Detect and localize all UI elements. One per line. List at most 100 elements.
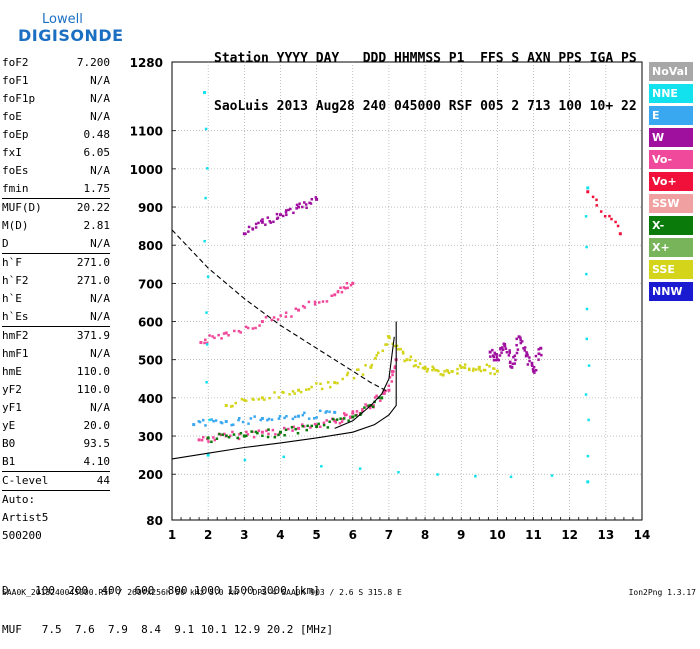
param-separator (2, 326, 110, 327)
echo-point (283, 416, 286, 420)
param-row: yE 20.0 (2, 417, 110, 435)
echo-point (277, 433, 280, 437)
echo-point (291, 390, 295, 393)
echo-point (297, 205, 301, 209)
param-row: h`E N/A (2, 290, 110, 308)
param-key: foE (2, 110, 22, 123)
param-key: hmF2 (2, 329, 29, 342)
echo-point (346, 371, 350, 375)
echo-point (325, 300, 329, 303)
x-tick-label: 6 (349, 528, 357, 542)
echo-point (206, 275, 210, 278)
echo-point (375, 354, 378, 357)
echo-point (204, 127, 208, 131)
echo-point (514, 358, 517, 362)
echo-point (284, 428, 288, 432)
echo-point (277, 417, 281, 420)
param-row: foF1 N/A (2, 72, 110, 90)
echo-point (257, 429, 261, 432)
echo-point (366, 404, 369, 408)
echo-point (284, 210, 288, 214)
param-key: foF1p (2, 92, 36, 105)
param-value: 44 (96, 474, 110, 487)
param-row: foEp 0.48 (2, 126, 110, 144)
echo-point (260, 320, 264, 324)
echo-point (242, 434, 246, 438)
legend-item: NNE (649, 84, 693, 103)
echo-point (339, 417, 342, 420)
echo-point (279, 314, 282, 317)
echo-point (367, 404, 370, 407)
x-tick-label: 11 (525, 528, 542, 542)
x-tick-label: 7 (385, 528, 393, 542)
echo-point (258, 324, 261, 327)
param-key: h`Es (2, 310, 29, 323)
x-tick-label: 2 (204, 528, 212, 542)
echo-point (499, 346, 502, 350)
echo-point (526, 363, 530, 366)
echo-point (219, 433, 223, 437)
param-value: 4.10 (83, 455, 111, 468)
echo-point (307, 300, 311, 304)
echo-point (281, 214, 285, 218)
param-row: fmin 1.75 (2, 180, 110, 198)
echo-point (294, 415, 297, 419)
echo-point (238, 433, 241, 436)
echo-point (495, 369, 499, 373)
legend-item: W (649, 128, 693, 147)
profile-curve (171, 229, 390, 393)
echo-point (418, 362, 422, 365)
echo-point (238, 416, 241, 420)
param-row: foF2 7.200 (2, 54, 110, 72)
echo-point (447, 371, 451, 375)
echo-point (291, 417, 295, 421)
echo-point (610, 217, 613, 221)
echo-point (532, 365, 536, 369)
muf-d-values: 100 200 400 600 800 1000 1500 3000 [km] (35, 584, 320, 597)
logo-line2: DIGISONDE (18, 26, 124, 45)
echo-point (297, 414, 301, 418)
echo-point (285, 414, 288, 418)
echo-point (251, 227, 254, 230)
echo-point (244, 232, 247, 236)
echo-point (441, 373, 445, 377)
echo-point (493, 351, 496, 355)
echo-point (241, 420, 245, 424)
echo-point (224, 331, 228, 335)
echo-point (503, 344, 507, 348)
echo-point (292, 425, 295, 429)
echo-point (274, 433, 277, 436)
muf-d-label: D (2, 584, 9, 597)
echo-point (205, 341, 209, 345)
y-tick-label: 900 (138, 201, 163, 215)
echo-point (595, 204, 599, 207)
x-tick-label: 5 (312, 528, 320, 542)
param-separator (2, 471, 110, 472)
echo-point (614, 220, 617, 224)
legend-item: NoVal (649, 62, 693, 81)
echo-point (267, 417, 271, 421)
echo-point (585, 307, 589, 311)
echo-point (239, 431, 243, 435)
param-key: C-level (2, 474, 49, 487)
param-key: yE (2, 419, 16, 432)
echo-point (585, 272, 588, 276)
param-value: N/A (90, 310, 110, 323)
echo-point (488, 350, 492, 354)
param-value: 6.05 (83, 146, 111, 159)
echo-point (213, 336, 216, 340)
echo-point (227, 435, 231, 439)
footer-info: SAA0K_2013240045000.RSF / 260fx256h 50 k… (2, 588, 402, 597)
echo-point (263, 398, 266, 401)
echo-point (322, 421, 326, 425)
echo-point (305, 428, 308, 432)
echo-point (342, 412, 346, 415)
echo-point (508, 361, 512, 365)
echo-point (206, 167, 209, 170)
echo-point (282, 391, 285, 394)
y-tick-label: 80 (146, 514, 163, 528)
echo-point (352, 376, 356, 380)
echo-point (587, 418, 590, 422)
echo-point (326, 426, 330, 429)
echo-point (244, 399, 248, 403)
